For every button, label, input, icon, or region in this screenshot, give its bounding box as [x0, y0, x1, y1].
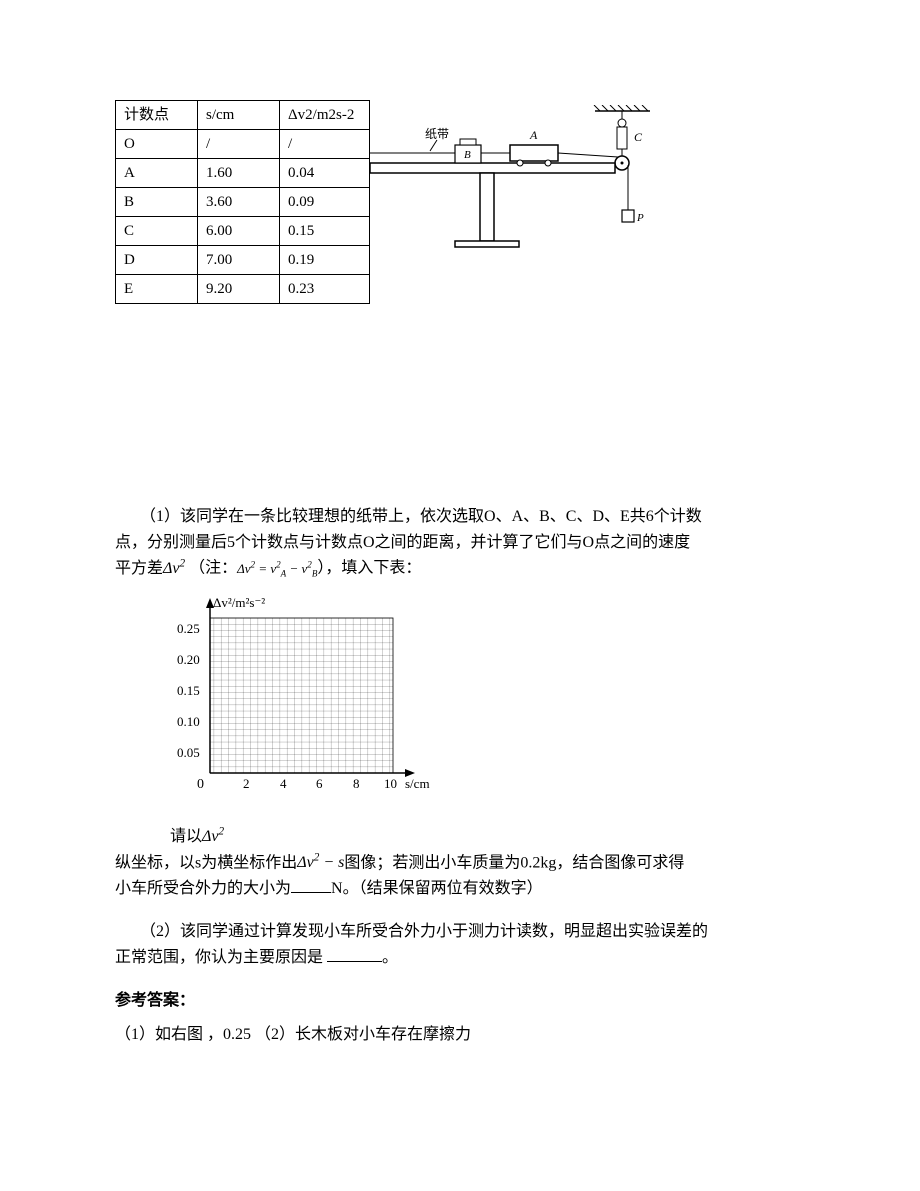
q2-period: 。	[382, 949, 398, 966]
q1-line3c: ），填入下表：	[317, 560, 421, 577]
ytick: 0.05	[177, 745, 200, 760]
data-table: 计数点 s/cm Δv2/m2s-2 O// A1.600.04 B3.600.…	[115, 100, 370, 304]
ytick: 0.25	[177, 621, 200, 636]
graph-xlabel: s/cm	[405, 776, 430, 791]
answer-text: （1）如右图 ，0.25 （2）长木板对小车存在摩擦力	[115, 1022, 820, 1048]
graph-ylabel: Δv²/m²s⁻²	[213, 595, 265, 610]
table-row: D7.000.19	[116, 246, 370, 275]
label-tape: 纸带	[425, 127, 449, 141]
col-header: 计数点	[116, 101, 198, 130]
q2-text-a: 该同学通过计算发现小车所受合外力小于测力计读数，明显超出实验误差的	[180, 923, 708, 940]
table-row: C6.000.15	[116, 217, 370, 246]
ytick: 0.10	[177, 714, 200, 729]
label-p: P	[636, 212, 644, 224]
label-c: C	[634, 130, 643, 144]
top-section: 计数点 s/cm Δv2/m2s-2 O// A1.600.04 B3.600.…	[115, 100, 820, 304]
dv2-symbol: Δv2	[202, 828, 224, 845]
q1b-line-c: 小车所受合外力的大小为	[115, 880, 291, 897]
col-header: Δv2/m2s-2	[280, 101, 370, 130]
q1-line3b: （注：	[189, 560, 237, 577]
blank-force	[291, 877, 331, 893]
label-b: B	[464, 149, 471, 161]
delta-v2-symbol: Δv2	[163, 560, 185, 577]
graph: Δv²/m²s⁻² s/cm 0 0.25 0.20 0.15 0.10 0.0…	[155, 593, 820, 812]
dv2-s-symbol: Δv2 − s	[297, 854, 344, 871]
q1-line2: 点，分别测量后5个计数点与计数点O之间的距离，并计算了它们与O点之间的速度	[115, 534, 690, 551]
xtick: 4	[280, 776, 287, 791]
table-row: O//	[116, 130, 370, 159]
table-row: E9.200.23	[116, 275, 370, 304]
xtick: 6	[316, 776, 323, 791]
q1b-pre: 请以	[115, 828, 202, 845]
q1b-line-a: 纵坐标，以s为横坐标作出	[115, 854, 297, 871]
xtick: 10	[384, 776, 397, 791]
ytick: 0.15	[177, 683, 200, 698]
q1-prefix: （1）	[140, 508, 180, 525]
question-1: （1）该同学在一条比较理想的纸带上，依次选取O、A、B、C、D、E共6个计数 点…	[115, 504, 820, 581]
q2-prefix: （2）	[140, 923, 180, 940]
q2-text-b: 正常范围，你认为主要原因是	[115, 949, 323, 966]
xtick: 2	[243, 776, 250, 791]
col-header: s/cm	[198, 101, 280, 130]
ytick: 0.20	[177, 652, 200, 667]
question-2: （2）该同学通过计算发现小车所受合外力小于测力计读数，明显超出实验误差的 正常范…	[115, 919, 820, 970]
xtick: 8	[353, 776, 360, 791]
graph-origin: 0	[197, 777, 204, 792]
apparatus-diagram: C 纸带 B A P	[370, 105, 650, 264]
blank-reason	[327, 946, 382, 962]
label-a: A	[529, 128, 538, 142]
q1b-line-b: 图像；若测出小车质量为0.2kg，结合图像可求得	[344, 854, 684, 871]
question-1b: 请以Δv2 纵坐标，以s为横坐标作出Δv2 − s图像；若测出小车质量为0.2k…	[115, 824, 820, 901]
table-row: B3.600.09	[116, 188, 370, 217]
answer-label: 参考答案：	[115, 988, 820, 1014]
q1-line3a: 平方差	[115, 560, 163, 577]
table-header-row: 计数点 s/cm Δv2/m2s-2	[116, 101, 370, 130]
q1b-unit: N。（结果保留两位有效数字）	[331, 880, 543, 897]
formula-dv2: Δv2 = v2A − v2B	[237, 561, 317, 576]
table-row: A1.600.04	[116, 159, 370, 188]
q1-line1: 该同学在一条比较理想的纸带上，依次选取O、A、B、C、D、E共6个计数	[180, 508, 702, 525]
